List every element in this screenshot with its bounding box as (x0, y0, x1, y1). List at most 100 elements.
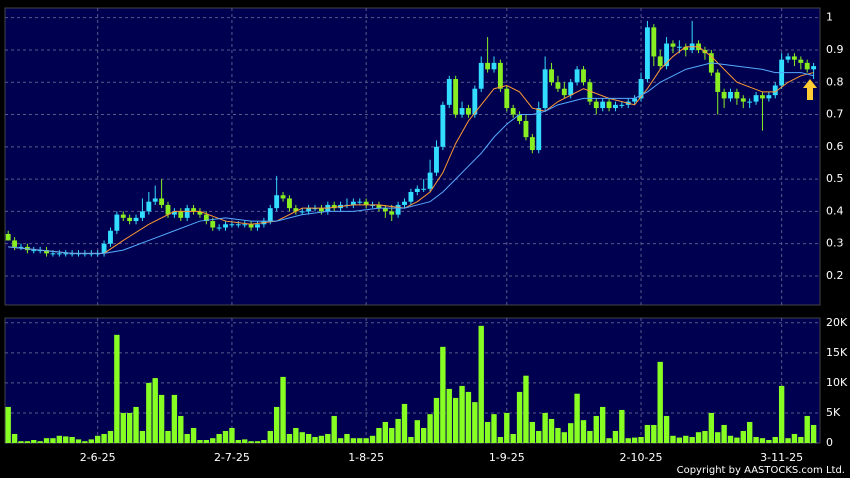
candle-body (561, 88, 567, 96)
volume-bar (101, 433, 107, 443)
volume-bar (229, 427, 235, 443)
volume-bar (242, 439, 248, 443)
candle-body (472, 88, 478, 115)
volume-bar (261, 439, 267, 443)
volume-bar (766, 439, 772, 443)
candle-body (363, 201, 369, 205)
candle-body (728, 91, 733, 99)
candle-body (210, 221, 216, 228)
candle-body (670, 43, 676, 47)
y-tick-label: 0 (826, 436, 833, 449)
candle-body (676, 46, 682, 48)
volume-bar (267, 430, 273, 443)
volume-bar (504, 412, 510, 443)
volume-bar (561, 432, 567, 443)
volume-bar (804, 415, 810, 443)
candle-body (504, 88, 510, 109)
candle-body (44, 250, 49, 254)
volume-bar (88, 439, 94, 443)
volume-bar (484, 421, 491, 443)
candle-body (542, 69, 548, 109)
volume-bar (50, 438, 56, 443)
volume-bar (715, 432, 721, 443)
candle-body (427, 172, 433, 189)
volume-bar (631, 437, 638, 443)
volume-bar (612, 430, 619, 443)
candle-body (555, 82, 561, 89)
x-tick-label: 2-10-25 (620, 451, 663, 464)
volume-bar (421, 427, 427, 443)
volume-bar (171, 394, 178, 443)
volume-bar (280, 376, 286, 443)
volume-bar (580, 420, 587, 443)
volume-bar (772, 436, 778, 443)
candle-body (203, 214, 209, 222)
y-tick-label: 0.9 (826, 43, 844, 56)
candle-body (600, 101, 606, 109)
candle-body (740, 98, 746, 102)
y-tick-label: 10K (826, 376, 848, 389)
volume-bar (740, 430, 746, 443)
candle-body (5, 233, 11, 241)
volume-bar (369, 435, 376, 443)
volume-bar (440, 346, 446, 443)
volume-bar (670, 435, 676, 443)
moving-average-line (8, 62, 814, 254)
copyright: Copyright by AASTOCKS.com Ltd. (677, 465, 845, 476)
candle-body (440, 104, 446, 147)
plot-layer: 0.2 0.3 0.4 0.5 0.6 0.7 0.8 0.9 1 2-6-25 2-7-25 1-8… (5, 8, 848, 464)
candle-body (178, 211, 184, 218)
volume-bar (318, 435, 325, 443)
volume-bar (350, 438, 357, 443)
candle-body (171, 211, 177, 215)
candle-body (133, 217, 139, 222)
volume-bar (683, 435, 689, 443)
volume-bar (382, 421, 389, 443)
volume-bar (606, 438, 612, 443)
candle-body (274, 195, 280, 209)
volume-bar (727, 435, 734, 443)
candle-body (255, 224, 260, 228)
candle-body (402, 201, 407, 205)
y-tick-label: 0.2 (826, 269, 844, 282)
x-tick-label: 3-11-25 (760, 451, 803, 464)
candle-body (792, 56, 797, 60)
candle-body (568, 82, 574, 96)
candle-body (108, 230, 113, 244)
candle-body (191, 208, 196, 212)
candle-body (114, 214, 120, 231)
candle-body (159, 198, 165, 205)
candle-body (772, 85, 778, 96)
volume-bar (158, 394, 165, 443)
volume-bar (689, 436, 695, 443)
candle-body (287, 198, 292, 209)
volume-bar (401, 403, 408, 443)
volume-bar (747, 421, 753, 443)
candle-body (619, 104, 625, 106)
volume-bar (69, 436, 75, 443)
volume-bar (11, 433, 18, 443)
y-tick-label: 0.4 (826, 204, 844, 217)
candle-body (127, 217, 133, 222)
x-tick-label: 1-8-25 (348, 451, 384, 464)
candle-body (50, 253, 56, 255)
volume-bar (344, 433, 350, 443)
volume-bar (254, 441, 261, 443)
candle-body (747, 101, 753, 103)
candle-body (593, 101, 599, 109)
volume-bar (222, 430, 229, 443)
candle-body (56, 253, 62, 255)
candle-body (715, 72, 721, 92)
candle-body (760, 95, 765, 99)
volume-bar (433, 397, 440, 443)
volume-bar (497, 436, 504, 443)
volume-bar (75, 439, 82, 443)
volume-bar (452, 397, 459, 443)
volume-bar (133, 406, 139, 443)
volume-bar (37, 441, 43, 443)
candle-body (299, 211, 305, 213)
volume-bar (107, 430, 114, 443)
candle-body (184, 208, 190, 218)
candle-body (165, 204, 171, 215)
volume-bar (657, 361, 663, 443)
